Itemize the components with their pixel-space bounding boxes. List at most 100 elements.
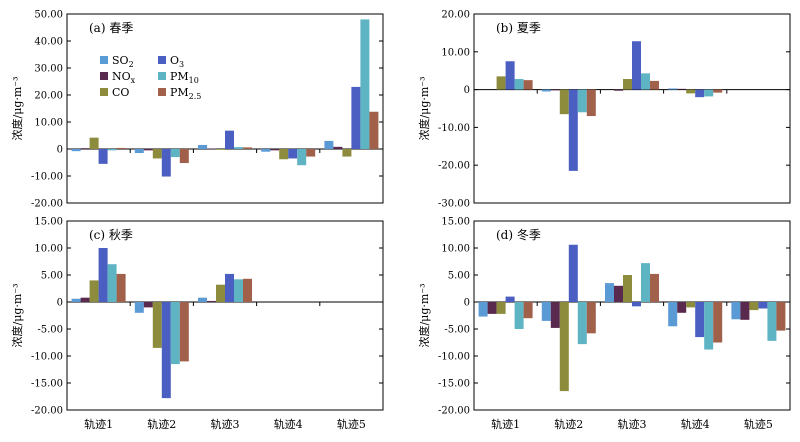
legend-swatch bbox=[100, 88, 108, 96]
bar-o3-traj1 bbox=[505, 296, 515, 302]
bar-pm25-traj3 bbox=[243, 147, 252, 149]
bar-pm10-traj5 bbox=[360, 19, 370, 150]
legend-entry-co: CO bbox=[100, 86, 129, 99]
bar-so2-traj5 bbox=[731, 302, 741, 320]
legend-label: PM10 bbox=[170, 70, 199, 85]
legend-label: SO2 bbox=[112, 54, 134, 69]
panel-1: 50.00 40.00 30.00 20.00 10.00 0 -10.00 -20.00 (a… bbox=[10, 10, 384, 210]
bar-pm25-traj5 bbox=[369, 111, 379, 149]
legend-swatch bbox=[158, 88, 166, 96]
x-category-label: 轨迹2 bbox=[554, 417, 583, 431]
bar-co-traj1 bbox=[496, 302, 506, 314]
bar-pm25-traj1 bbox=[523, 302, 533, 319]
bar-o3-traj5 bbox=[758, 302, 768, 309]
bar-pm10-traj3 bbox=[234, 279, 243, 302]
y-tick-label: -5.00 bbox=[37, 325, 63, 336]
bar-o3-traj2 bbox=[568, 89, 578, 171]
legend-entry-o3: O3 bbox=[158, 54, 184, 69]
bar-pm25-traj4 bbox=[713, 89, 723, 93]
bar-o3-traj1 bbox=[98, 149, 108, 164]
bar-pm25-traj5 bbox=[776, 302, 786, 331]
bar-co-traj1 bbox=[496, 76, 506, 90]
x-category-labels: 轨迹1 轨迹2 轨迹3 轨迹4 轨迹5 轨迹1 轨迹2 轨迹3 轨迹4 轨迹5 bbox=[84, 417, 773, 431]
panel-title: (a) 春季 bbox=[89, 21, 133, 35]
bar-o3-traj1 bbox=[505, 61, 515, 90]
bar-o3-traj3 bbox=[632, 41, 641, 90]
legend-swatch bbox=[100, 56, 108, 64]
y-axis-label: 浓度/μg·m⁻³ bbox=[10, 76, 24, 140]
plot-frame bbox=[66, 220, 384, 411]
bar-o3-traj4 bbox=[288, 149, 298, 159]
y-tick-label: -10.00 bbox=[438, 352, 470, 363]
bar-nox-traj1 bbox=[80, 148, 90, 149]
panel-title: (d) 冬季 bbox=[496, 227, 541, 242]
bar-so2-traj3 bbox=[605, 283, 614, 302]
y-tick-label: 10.00 bbox=[34, 118, 63, 129]
bar-pm25-traj4 bbox=[306, 149, 316, 157]
bar-pm10-traj2 bbox=[170, 302, 180, 365]
bar-pm25-traj3 bbox=[650, 273, 659, 302]
bar-o3-traj5 bbox=[351, 86, 361, 149]
chart-legend: SO2 O3 NOx PM10 CO PM2.5 bbox=[100, 54, 201, 101]
bar-so2-traj3 bbox=[198, 144, 207, 149]
y-axis-label: 浓度/μg·m⁻³ bbox=[417, 76, 431, 140]
bar-o3-traj2 bbox=[161, 149, 171, 177]
y-tick-label: 40.00 bbox=[34, 37, 63, 48]
y-tick-label: -20.00 bbox=[438, 161, 470, 172]
bar-nox-traj2 bbox=[550, 302, 560, 328]
bar-co-traj1 bbox=[89, 137, 99, 149]
bar-so2-traj2 bbox=[134, 149, 144, 154]
legend-label: NOx bbox=[112, 70, 136, 85]
bar-co-traj2 bbox=[152, 302, 162, 348]
bar-pm10-traj4 bbox=[704, 302, 714, 350]
x-category-label: 轨迹3 bbox=[211, 417, 240, 431]
bar-co-traj2 bbox=[559, 302, 569, 392]
bar-so2-traj2 bbox=[541, 302, 551, 321]
y-tick-label: 10.00 bbox=[34, 244, 63, 255]
bar-pm10-traj1 bbox=[107, 149, 117, 151]
panel-3: 15.00 10.00 5.00 0 -5.00 -10.00 -15.00 -20.00 (c… bbox=[10, 217, 384, 417]
legend-swatch bbox=[158, 72, 166, 80]
y-tick-label: -30.00 bbox=[438, 199, 470, 210]
y-tick-label: 20.00 bbox=[441, 10, 470, 21]
y-tick-label: -20.00 bbox=[438, 406, 470, 417]
bar-nox-traj2 bbox=[143, 149, 153, 151]
y-tick-label: -10.00 bbox=[31, 352, 63, 363]
bar-pm25-traj1 bbox=[523, 80, 533, 90]
legend-entry-pm25: PM2.5 bbox=[158, 86, 201, 101]
bar-nox-traj2 bbox=[550, 89, 560, 91]
bar-co-traj2 bbox=[152, 149, 162, 159]
bar-nox-traj1 bbox=[80, 297, 90, 302]
bar-so2-traj3 bbox=[198, 297, 207, 302]
y-tick-label: -20.00 bbox=[31, 199, 63, 210]
bar-pm25-traj3 bbox=[243, 278, 252, 302]
y-tick-label: 0 bbox=[57, 298, 63, 309]
bar-co-traj4 bbox=[279, 149, 289, 160]
bar-pm25-traj2 bbox=[179, 149, 189, 164]
bar-co-traj5 bbox=[342, 149, 352, 157]
bar-pm10-traj5 bbox=[767, 302, 777, 341]
bar-o3-traj4 bbox=[695, 302, 705, 338]
bar-so2-traj1 bbox=[71, 298, 81, 302]
x-category-label: 轨迹1 bbox=[84, 417, 113, 431]
bar-co-traj3 bbox=[216, 284, 225, 302]
bar-pm25-traj2 bbox=[179, 302, 189, 362]
y-axis-label: 浓度/μg·m⁻³ bbox=[10, 283, 24, 347]
x-category-label: 轨迹2 bbox=[147, 417, 176, 431]
bar-o3-traj1 bbox=[98, 248, 108, 302]
x-category-label: 轨迹5 bbox=[744, 417, 773, 431]
y-tick-label: -20.00 bbox=[31, 406, 63, 417]
bar-o3-traj2 bbox=[161, 302, 171, 399]
bar-pm10-traj2 bbox=[577, 302, 587, 345]
bar-nox-traj4 bbox=[677, 302, 687, 313]
bar-so2-traj1 bbox=[478, 302, 488, 317]
bar-pm10-traj3 bbox=[234, 147, 243, 149]
bar-pm25-traj3 bbox=[650, 80, 659, 90]
bar-pm10-traj4 bbox=[297, 149, 307, 166]
y-axis-label: 浓度/μg·m⁻³ bbox=[417, 283, 431, 347]
y-tick-label: 0 bbox=[464, 298, 470, 309]
bar-nox-traj1 bbox=[487, 302, 497, 314]
bar-pm10-traj2 bbox=[170, 149, 180, 158]
bar-pm25-traj4 bbox=[713, 302, 723, 343]
bar-pm10-traj1 bbox=[514, 302, 524, 329]
